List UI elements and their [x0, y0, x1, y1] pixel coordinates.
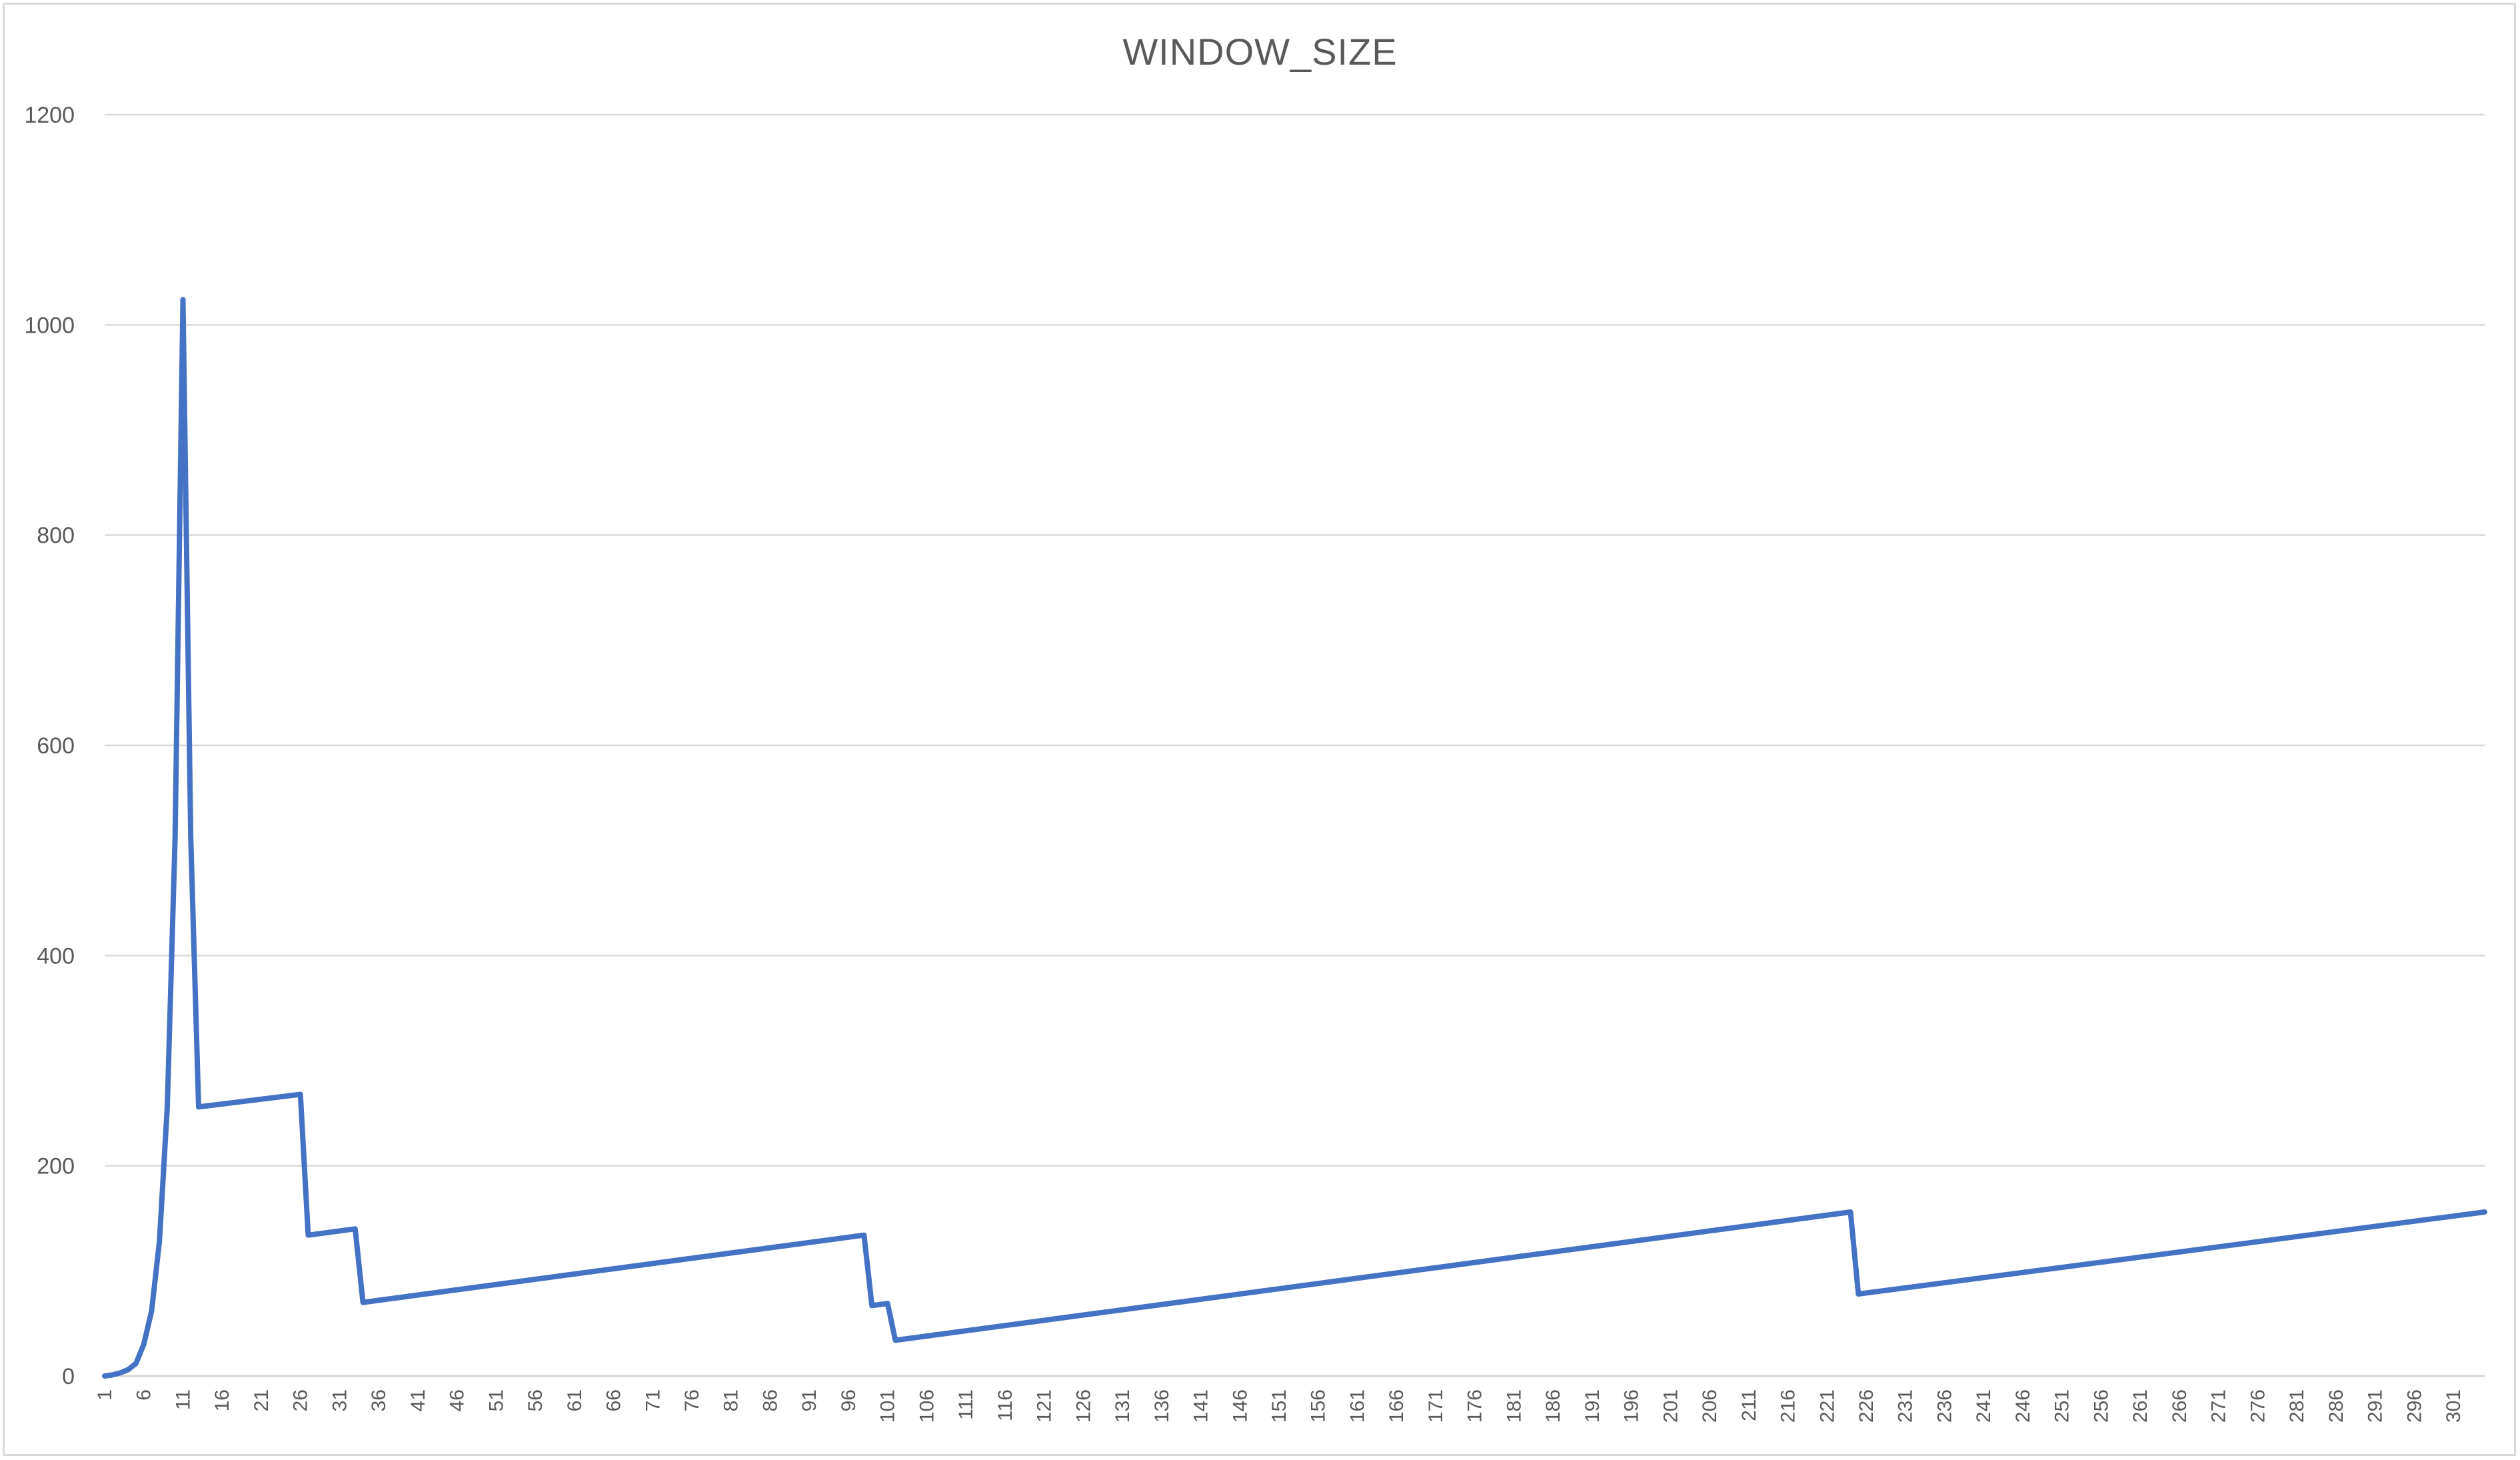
x-tick-label: 6: [133, 1389, 155, 1401]
x-tick-label: 271: [2208, 1389, 2230, 1423]
x-tick-label: 291: [2365, 1389, 2387, 1423]
x-tick-label: 256: [2090, 1389, 2112, 1423]
x-tick-label: 181: [1503, 1389, 1525, 1423]
x-tick-label: 31: [329, 1389, 351, 1411]
x-tick-label: 16: [211, 1389, 233, 1411]
x-tick-label: 301: [2443, 1389, 2465, 1423]
x-tick-label: 156: [1308, 1389, 1330, 1423]
x-tick-label: 51: [485, 1389, 507, 1411]
x-tick-label: 71: [642, 1389, 664, 1411]
x-tick-label: 96: [838, 1389, 860, 1411]
x-tick-label: 176: [1464, 1389, 1486, 1423]
x-tick-label: 1: [94, 1389, 116, 1401]
x-tick-label: 86: [759, 1389, 781, 1411]
series-line-0: [102, 297, 2487, 1379]
y-axis-ticks: 0 200 400 600 800 1000 1200: [24, 103, 75, 1389]
x-tick-label: 131: [1112, 1389, 1134, 1423]
x-tick-label: 116: [994, 1389, 1016, 1421]
x-tick-label: 166: [1386, 1389, 1408, 1423]
series-layer: [102, 297, 2487, 1379]
x-tick-label: 261: [2129, 1389, 2151, 1423]
x-tick-label: 251: [2051, 1389, 2073, 1423]
x-tick-label: 41: [407, 1389, 429, 1411]
x-tick-label: 21: [251, 1389, 273, 1411]
y-tick-label: 400: [37, 943, 75, 969]
x-tick-label: 241: [1973, 1389, 1995, 1423]
x-tick-label: 191: [1582, 1389, 1604, 1423]
x-tick-label: 231: [1895, 1389, 1917, 1423]
x-tick-label: 46: [447, 1389, 469, 1411]
y-tick-label: 0: [62, 1364, 75, 1389]
y-tick-label: 200: [37, 1154, 75, 1179]
x-tick-label: 121: [1034, 1389, 1056, 1423]
x-tick-label: 296: [2403, 1389, 2425, 1423]
x-tick-label: 201: [1660, 1389, 1682, 1423]
x-tick-label: 266: [2169, 1389, 2191, 1423]
x-tick-label: 111: [955, 1389, 977, 1420]
x-tick-label: 151: [1268, 1389, 1290, 1423]
x-tick-label: 26: [290, 1389, 312, 1411]
x-tick-label: 171: [1425, 1389, 1447, 1423]
gridlines: [105, 113, 2485, 1167]
x-tick-label: 36: [368, 1389, 390, 1411]
y-tick-label: 800: [37, 523, 75, 549]
x-tick-label: 141: [1190, 1389, 1212, 1423]
x-tick-label: 186: [1542, 1389, 1564, 1423]
x-tick-label: 286: [2325, 1389, 2347, 1423]
x-tick-label: 236: [1933, 1389, 1955, 1423]
x-axis-ticks: 1 6 11 16 21 26 31 36 41 46 51 56 61 66 71 76 81 86 91 96 10…: [94, 1389, 2465, 1423]
x-tick-label: 11: [172, 1389, 194, 1410]
x-tick-label: 76: [681, 1389, 703, 1411]
x-tick-label: 56: [525, 1389, 547, 1411]
x-tick-label: 206: [1699, 1389, 1721, 1423]
x-tick-label: 281: [2286, 1389, 2308, 1423]
chart-title: WINDOW_SIZE: [1122, 31, 1398, 73]
x-tick-label: 106: [916, 1389, 938, 1423]
x-tick-label: 161: [1346, 1389, 1368, 1423]
chart-frame: [3, 3, 2516, 1456]
y-tick-label: 1000: [24, 313, 75, 338]
x-tick-label: 66: [603, 1389, 625, 1411]
x-tick-label: 226: [1856, 1389, 1878, 1423]
x-tick-label: 276: [2247, 1389, 2269, 1423]
x-tick-label: 101: [877, 1389, 899, 1423]
x-tick-label: 211: [1738, 1389, 1760, 1421]
x-tick-label: 81: [720, 1389, 742, 1411]
x-tick-label: 91: [798, 1389, 820, 1411]
y-tick-label: 1200: [24, 103, 75, 128]
x-tick-label: 146: [1229, 1389, 1251, 1423]
x-tick-label: 246: [2012, 1389, 2034, 1423]
x-tick-label: 61: [564, 1389, 586, 1411]
x-tick-label: 221: [1816, 1389, 1838, 1423]
y-tick-label: 600: [37, 733, 75, 759]
x-tick-label: 126: [1072, 1389, 1094, 1423]
x-tick-label: 216: [1778, 1389, 1800, 1423]
x-tick-label: 196: [1621, 1389, 1643, 1423]
x-tick-label: 136: [1151, 1389, 1173, 1423]
